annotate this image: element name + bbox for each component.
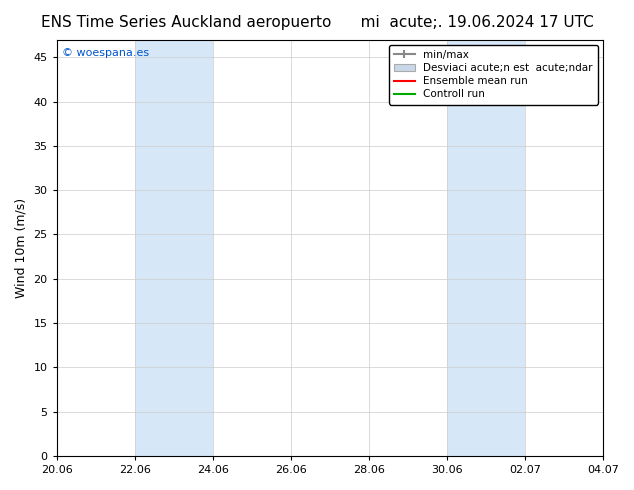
Bar	[447, 40, 525, 456]
Text: © woespana.es: © woespana.es	[62, 48, 149, 58]
Y-axis label: Wind 10m (m/s): Wind 10m (m/s)	[15, 197, 28, 298]
Bar	[135, 40, 213, 456]
Text: ENS Time Series Auckland aeropuerto      mi  acute;. 19.06.2024 17 UTC: ENS Time Series Auckland aeropuerto mi a…	[41, 15, 593, 30]
Legend: min/max, Desviaci acute;n est  acute;ndar, Ensemble mean run, Controll run: min/max, Desviaci acute;n est acute;ndar…	[389, 45, 598, 104]
